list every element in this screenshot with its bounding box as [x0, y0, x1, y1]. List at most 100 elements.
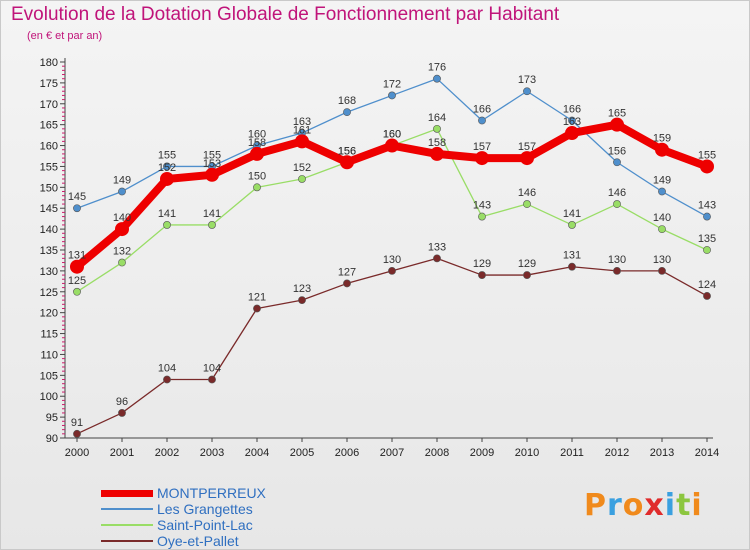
- data-point: [298, 175, 306, 183]
- data-label: 163: [563, 116, 581, 128]
- data-point: [523, 200, 531, 208]
- data-label: 155: [698, 149, 716, 161]
- data-label: 152: [158, 162, 176, 174]
- x-tick-label: 2014: [695, 447, 719, 459]
- data-point: [205, 167, 219, 182]
- data-point: [115, 222, 129, 237]
- data-label: 131: [563, 250, 581, 262]
- x-tick-label: 2004: [245, 447, 269, 459]
- data-label: 135: [698, 233, 716, 245]
- data-label: 129: [473, 258, 491, 270]
- data-label: 130: [383, 254, 401, 266]
- data-label: 129: [518, 258, 536, 270]
- data-label: 161: [293, 124, 311, 136]
- data-label: 125: [68, 275, 86, 287]
- data-point: [160, 171, 174, 186]
- data-point: [478, 212, 486, 221]
- data-point: [70, 259, 84, 274]
- data-label: 130: [653, 254, 671, 266]
- y-tick-label: 120: [40, 308, 58, 320]
- data-point: [343, 108, 351, 117]
- data-label: 141: [203, 208, 221, 220]
- data-label: 166: [563, 103, 581, 115]
- data-point: [565, 126, 579, 141]
- data-label: 176: [428, 62, 446, 74]
- data-point: [163, 162, 171, 171]
- y-tick-label: 110: [40, 349, 58, 361]
- logo-letter: i: [691, 488, 703, 523]
- x-tick-label: 2013: [650, 447, 674, 459]
- legend-label: Les Grangettes: [157, 501, 253, 517]
- y-tick-label: 180: [40, 57, 58, 69]
- series-oye-et-pallet: [73, 254, 711, 438]
- legend-label: MONTPERREUX: [157, 485, 266, 501]
- data-point: [163, 375, 171, 384]
- data-point: [388, 266, 396, 275]
- data-label: 104: [158, 363, 176, 375]
- data-point: [73, 204, 81, 213]
- legend-swatch: [101, 508, 153, 510]
- legend-item: Saint-Point-Lac: [101, 517, 351, 533]
- data-label: 146: [608, 187, 626, 199]
- data-label: 160: [383, 129, 401, 141]
- data-label: 96: [116, 396, 128, 408]
- data-point: [118, 258, 126, 267]
- x-tick-label: 2000: [65, 447, 89, 459]
- data-point: [388, 91, 396, 100]
- y-tick-label: 100: [40, 391, 58, 403]
- data-point: [385, 138, 399, 153]
- data-point: [703, 212, 711, 221]
- data-point: [655, 142, 669, 157]
- data-label: 140: [653, 212, 671, 224]
- data-label: 166: [473, 103, 491, 115]
- data-point: [208, 221, 216, 229]
- data-label: 160: [248, 129, 266, 141]
- data-point: [118, 187, 126, 196]
- legend-item: Les Grangettes: [101, 501, 351, 517]
- data-point: [568, 221, 576, 229]
- data-label: 152: [293, 162, 311, 174]
- data-point: [523, 87, 531, 96]
- y-tick-label: 170: [40, 99, 58, 111]
- logo-letter: i: [664, 488, 677, 523]
- x-tick-label: 2012: [605, 447, 629, 459]
- data-label: 168: [338, 95, 356, 107]
- data-label: 160: [383, 129, 401, 141]
- data-label: 164: [428, 112, 446, 124]
- data-point: [610, 117, 624, 132]
- data-point: [208, 375, 216, 384]
- data-label: 143: [698, 200, 716, 212]
- data-point: [478, 271, 486, 279]
- data-label: 149: [113, 175, 131, 187]
- data-label: 172: [383, 78, 401, 90]
- data-point: [568, 262, 576, 271]
- data-label: 141: [158, 208, 176, 220]
- data-label: 104: [203, 363, 221, 375]
- data-point: [163, 221, 171, 229]
- data-point: [433, 254, 441, 263]
- data-point: [478, 116, 486, 125]
- data-label: 158: [428, 137, 446, 149]
- x-tick-label: 2008: [425, 447, 449, 459]
- x-tick-label: 2005: [290, 447, 314, 459]
- x-tick-label: 2010: [515, 447, 539, 459]
- data-label: 140: [113, 212, 131, 224]
- chart-subtitle: (en € et par an): [27, 30, 103, 42]
- data-label: 155: [158, 149, 176, 161]
- series-montperreux: [70, 117, 714, 274]
- data-label: 149: [653, 175, 671, 187]
- y-tick-label: 130: [40, 266, 58, 278]
- data-point: [520, 151, 534, 166]
- data-point: [73, 287, 81, 296]
- data-point: [475, 151, 489, 166]
- legend-item: Oye-et-Pallet: [101, 533, 351, 549]
- data-label: 91: [71, 417, 83, 429]
- data-label: 165: [608, 108, 626, 120]
- data-point: [658, 187, 666, 196]
- data-point: [700, 159, 714, 174]
- data-point: [523, 271, 531, 279]
- data-label: 163: [293, 116, 311, 128]
- y-tick-label: 140: [40, 224, 58, 236]
- series-layer: [70, 74, 714, 438]
